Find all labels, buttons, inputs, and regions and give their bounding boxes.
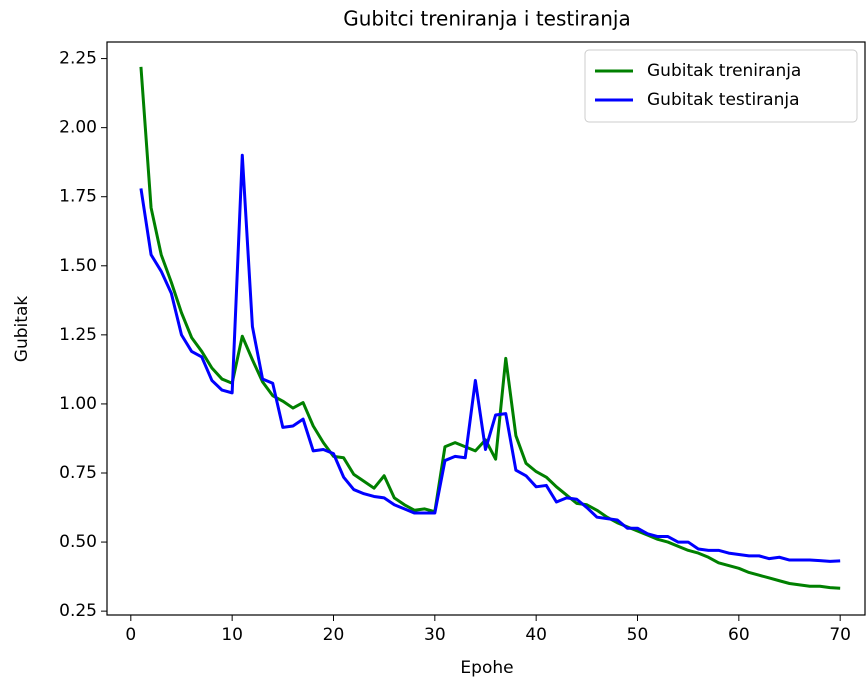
y-tick-label: 2.25 bbox=[59, 49, 97, 69]
y-tick-label: 0.25 bbox=[59, 601, 97, 621]
x-tick-label: 10 bbox=[221, 625, 243, 645]
y-tick-label: 1.75 bbox=[59, 187, 97, 207]
x-tick-label: 20 bbox=[323, 625, 345, 645]
y-tick-label: 1.00 bbox=[59, 394, 97, 414]
x-tick-label: 60 bbox=[728, 625, 750, 645]
x-tick-label: 40 bbox=[525, 625, 547, 645]
y-tick-label: 0.50 bbox=[59, 532, 97, 552]
y-tick-label: 0.75 bbox=[59, 463, 97, 483]
series-line bbox=[139, 66, 841, 590]
y-axis-label: Gubitak bbox=[12, 296, 32, 363]
series-line bbox=[139, 153, 841, 563]
y-tick-label: 1.25 bbox=[59, 325, 97, 345]
y-tick-label: 2.00 bbox=[59, 118, 97, 138]
x-tick-label: 70 bbox=[829, 625, 851, 645]
chart-title: Gubitci treniranja i testiranja bbox=[343, 7, 631, 31]
x-tick-label: 50 bbox=[627, 625, 649, 645]
plot-frame bbox=[106, 41, 866, 616]
legend-box bbox=[584, 49, 858, 123]
x-tick-label: 0 bbox=[125, 625, 136, 645]
y-tick-label: 1.50 bbox=[59, 256, 97, 276]
x-axis-label: Epohe bbox=[460, 658, 513, 678]
x-tick-label: 30 bbox=[424, 625, 446, 645]
legend-label: Gubitak testiranja bbox=[647, 90, 800, 110]
legend-label: Gubitak treniranja bbox=[647, 61, 801, 81]
